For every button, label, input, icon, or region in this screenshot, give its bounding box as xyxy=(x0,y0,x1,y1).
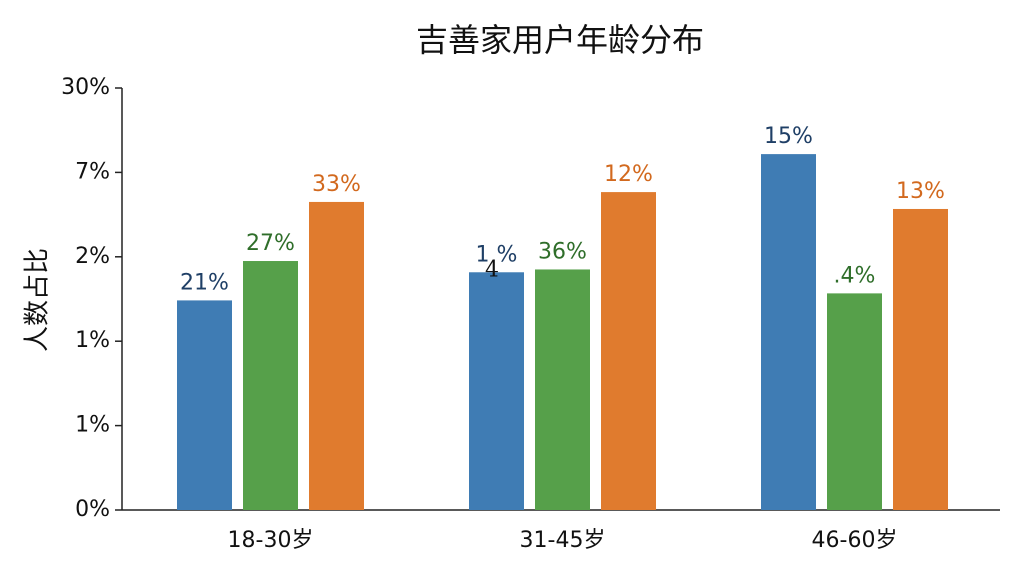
annotation: 4 xyxy=(485,257,499,282)
value-label: .4% xyxy=(834,263,876,288)
x-tick-label: 18-30岁 xyxy=(228,528,314,553)
bar xyxy=(535,269,590,510)
bar xyxy=(469,272,524,510)
bar xyxy=(601,192,656,511)
value-label: 36% xyxy=(538,239,587,264)
value-label: 15% xyxy=(764,124,813,149)
bar xyxy=(177,300,232,510)
value-label: 13% xyxy=(896,179,945,204)
x-tick-label: 46-60岁 xyxy=(812,528,898,553)
bar xyxy=(309,201,364,510)
y-axis-label: 人数占比 xyxy=(23,248,53,352)
value-label: 1 % xyxy=(476,242,518,267)
value-label: 12% xyxy=(604,162,653,187)
y-tick-label: 2% xyxy=(75,244,110,269)
y-tick-label: 0% xyxy=(75,497,110,522)
y-tick-label: 30% xyxy=(61,75,110,100)
y-tick-label: 7% xyxy=(75,159,110,184)
bar xyxy=(243,261,298,510)
value-label: 27% xyxy=(246,231,295,256)
bar xyxy=(761,154,816,510)
chart-title: 吉善家用户年龄分布 xyxy=(416,21,704,59)
y-tick-label: 1% xyxy=(75,328,110,353)
bar xyxy=(827,293,882,510)
x-tick-label: 31-45岁 xyxy=(520,528,606,553)
value-label: 21% xyxy=(180,270,229,295)
bar xyxy=(893,208,948,510)
y-tick-label: 1% xyxy=(75,413,110,438)
value-label: 33% xyxy=(312,172,361,197)
